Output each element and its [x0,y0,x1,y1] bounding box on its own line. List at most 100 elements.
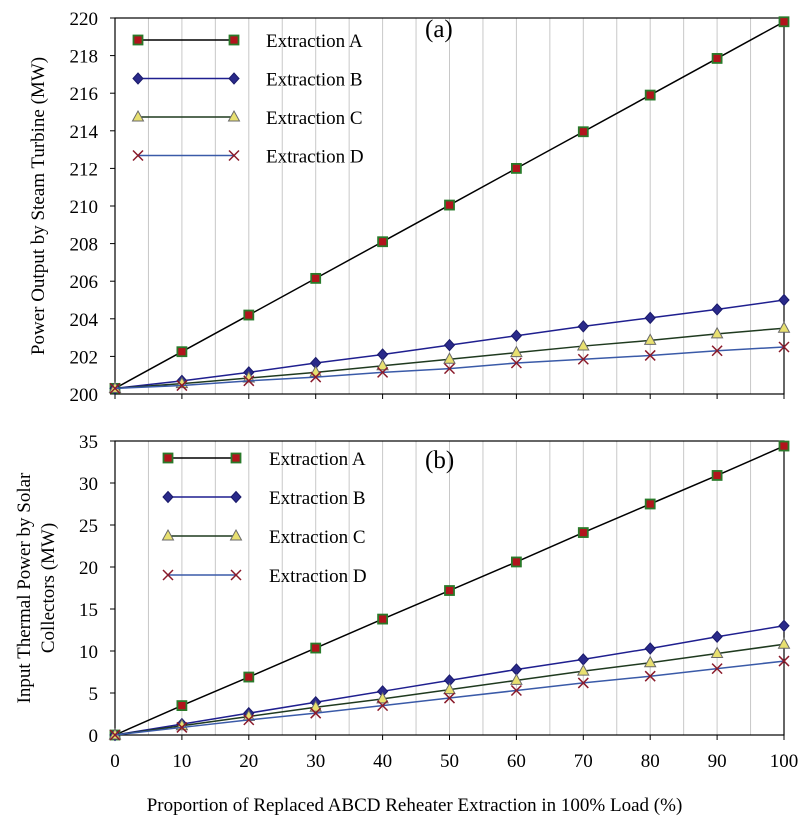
data-point [778,440,790,452]
data-point [176,700,188,711]
x-tick-label: 10 [172,751,191,772]
data-point [444,585,455,596]
legend-entry-extraction-c: Extraction C [161,527,366,548]
data-point [576,339,590,351]
data-point [644,642,656,655]
data-point [510,329,523,342]
data-point [176,380,188,392]
data-point [377,366,389,378]
y-tick-label: 216 [70,84,99,105]
y-tick-label: 35 [79,432,98,453]
data-point [711,345,723,357]
legend-entry-extraction-b: Extraction B [162,488,366,509]
data-point [778,341,790,353]
y-tick-label: 214 [70,122,99,143]
data-point [778,293,790,307]
legend-marker [132,72,144,85]
data-point [778,619,790,633]
legend-marker [162,569,174,581]
y-tick-label: 0 [89,726,99,747]
data-point [577,126,589,138]
data-point [443,692,456,704]
data-point [644,498,656,510]
data-point [644,670,656,682]
panel-b-x-ticks: 0 10 20 30 40 50 60 70 80 90 100 [110,735,798,772]
data-point [778,16,790,28]
legend-label: Extraction B [269,488,366,509]
data-point [577,653,589,666]
legend-marker [132,149,144,162]
data-point [711,303,723,316]
data-point [376,691,389,704]
legend-marker [162,452,174,464]
data-point [310,272,322,284]
legend-entry-extraction-d: Extraction D [162,566,367,587]
data-point [310,371,322,383]
data-point [377,700,389,712]
data-point [109,382,121,394]
x-tick-label: 40 [373,751,392,772]
x-tick-label: 80 [641,751,660,772]
legend-label: Extraction D [269,566,367,587]
data-point [377,613,389,625]
y-tick-label: 5 [89,684,99,705]
data-point [443,363,456,375]
legend-label: Extraction C [269,527,366,548]
x-tick-label: 70 [574,751,593,772]
data-point [310,707,322,719]
data-point [243,714,255,726]
data-point [376,358,389,371]
y-tick-label: 30 [79,474,98,495]
x-tick-label: 30 [306,751,325,772]
data-point [376,348,389,361]
x-tick-label: 90 [708,751,727,772]
legend-label: Extraction C [266,108,363,129]
panel-b-y-ticks: 0 5 10 15 20 25 30 35 [79,432,115,747]
legend-marker [227,109,241,122]
series-extraction-d [109,655,790,741]
data-point [443,352,456,364]
legend-entry-extraction-c: Extraction C [131,108,363,129]
series-extraction-d [109,341,790,394]
data-point [711,663,723,675]
data-point [577,677,589,689]
legend-marker [228,34,240,46]
data-point [510,684,522,697]
panel-a: 200 202 204 206 208 210 212 214 216 218 220 Extrac… [28,9,791,406]
x-tick-label: 60 [507,751,526,772]
data-point [243,309,255,321]
legend-marker [132,34,144,46]
data-point [778,655,790,667]
x-tick-label: 0 [110,751,120,772]
panel-a-series [108,16,791,395]
data-point [777,321,791,333]
panel-b: 0 5 10 15 20 25 30 35 0 10 20 30 40 50 60 70 80 90 100 Ex… [14,432,798,816]
y-tick-label: 25 [79,516,98,537]
legend-marker [161,528,175,541]
x-tick-label: 100 [770,751,799,772]
data-point [243,671,255,683]
y-tick-label: 218 [70,47,99,68]
data-point [510,663,523,676]
data-point [711,470,723,481]
data-point [510,345,523,358]
data-point [644,89,656,101]
data-point [510,556,522,568]
data-point [710,326,724,339]
legend-marker [230,490,242,504]
data-point [443,338,456,352]
panel-b-y-axis-label: Input Thermal Power by Solar Collectors (… [14,472,59,703]
x-tick-label: 50 [440,751,459,772]
panel-a-y-ticks: 200 202 204 206 208 210 212 214 216 218 220 [70,9,115,406]
data-point [243,375,255,387]
data-point [443,682,456,695]
data-point [644,311,656,325]
panel-b-series [108,440,791,742]
data-point [577,527,589,538]
legend-label: Extraction A [266,31,363,52]
data-point [510,162,522,174]
data-point [643,655,657,668]
legend-label: Extraction A [269,449,366,470]
data-point [109,729,121,741]
